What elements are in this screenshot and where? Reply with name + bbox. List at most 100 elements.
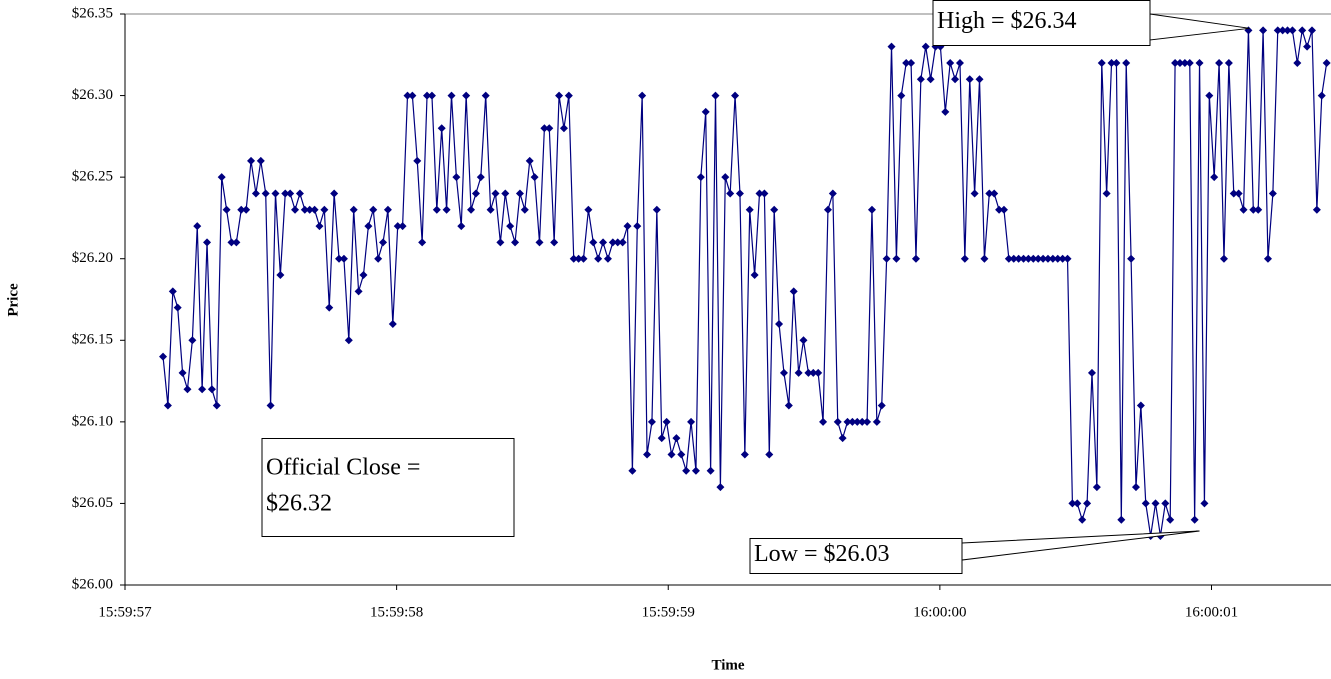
price-marker [706, 466, 715, 475]
price-marker [1083, 499, 1092, 508]
y-tick-label: $26.35 [72, 5, 113, 21]
price-marker [955, 58, 964, 67]
price-marker [442, 205, 451, 214]
price-marker [486, 205, 495, 214]
price-marker [550, 238, 559, 247]
price-marker [633, 222, 642, 231]
price-marker [212, 401, 221, 410]
price-marker [178, 368, 187, 377]
annotation-text: High = $26.34 [937, 8, 1077, 34]
price-marker [584, 205, 593, 214]
price-marker [506, 222, 515, 231]
price-marker [745, 205, 754, 214]
price-marker [159, 352, 168, 361]
price-marker [1312, 205, 1321, 214]
price-marker [471, 189, 480, 198]
price-marker [784, 401, 793, 410]
price-marker [222, 205, 231, 214]
price-marker [545, 124, 554, 133]
price-marker [217, 173, 226, 182]
price-marker [237, 205, 246, 214]
price-marker [970, 189, 979, 198]
price-marker [530, 173, 539, 182]
price-marker [1053, 254, 1062, 263]
callout-pointer [1149, 13, 1250, 41]
price-marker [672, 434, 681, 443]
price-marker [305, 205, 314, 214]
price-marker [926, 75, 935, 84]
price-marker [374, 254, 383, 263]
price-marker [1073, 499, 1082, 508]
price-marker [643, 450, 652, 459]
price-marker [1068, 499, 1077, 508]
price-marker [1097, 58, 1106, 67]
price-marker [853, 417, 862, 426]
price-marker [1078, 515, 1087, 524]
price-marker [819, 417, 828, 426]
annotation-text: Official Close = [266, 455, 420, 481]
price-marker [310, 205, 319, 214]
price-marker [716, 483, 725, 492]
price-marker [354, 287, 363, 296]
price-marker [168, 287, 177, 296]
price-marker [750, 271, 759, 280]
price-marker [765, 450, 774, 459]
price-marker [173, 303, 182, 312]
price-marker [735, 189, 744, 198]
price-marker [1087, 368, 1096, 377]
price-marker [599, 238, 608, 247]
price-marker [564, 91, 573, 100]
price-marker [946, 58, 955, 67]
price-marker [701, 107, 710, 116]
price-marker [877, 401, 886, 410]
price-marker [574, 254, 583, 263]
price-marker [823, 205, 832, 214]
price-marker [985, 189, 994, 198]
x-axis-label: Time [711, 657, 744, 673]
price-marker [207, 385, 216, 394]
price-marker [1307, 26, 1316, 35]
price-marker [379, 238, 388, 247]
price-marker [271, 189, 280, 198]
price-marker [535, 238, 544, 247]
price-marker [726, 189, 735, 198]
price-marker [335, 254, 344, 263]
price-marker [1102, 189, 1111, 198]
price-marker [232, 238, 241, 247]
price-marker [999, 205, 1008, 214]
price-marker [496, 238, 505, 247]
price-marker [1122, 58, 1131, 67]
price-marker [349, 205, 358, 214]
price-marker [286, 189, 295, 198]
x-tick-label: 15:59:57 [98, 604, 152, 620]
price-marker [1004, 254, 1013, 263]
price-marker [457, 222, 466, 231]
price-marker [511, 238, 520, 247]
price-marker [1195, 58, 1204, 67]
price-marker [740, 450, 749, 459]
price-marker [256, 156, 265, 165]
price-marker [892, 254, 901, 263]
price-marker [330, 189, 339, 198]
price-marker [1175, 58, 1184, 67]
price-marker [1224, 58, 1233, 67]
price-marker [242, 205, 251, 214]
price-marker [1112, 58, 1121, 67]
price-marker [916, 75, 925, 84]
price-marker [589, 238, 598, 247]
price-marker [667, 450, 676, 459]
price-marker [902, 58, 911, 67]
price-marker [1259, 26, 1268, 35]
price-marker [383, 205, 392, 214]
price-marker [1136, 401, 1145, 410]
price-marker [1303, 42, 1312, 51]
price-marker [1048, 254, 1057, 263]
price-marker [276, 271, 285, 280]
price-marker [1151, 499, 1160, 508]
price-marker [843, 417, 852, 426]
price-marker [452, 173, 461, 182]
price-marker [1317, 91, 1326, 100]
price-marker [227, 238, 236, 247]
price-marker [760, 189, 769, 198]
